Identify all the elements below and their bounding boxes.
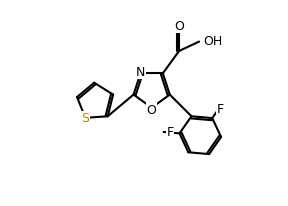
Text: O: O	[147, 103, 157, 116]
Text: N: N	[136, 66, 145, 79]
Text: F: F	[216, 102, 223, 115]
Text: S: S	[82, 112, 89, 125]
Text: O: O	[174, 20, 184, 33]
Text: OH: OH	[204, 34, 223, 47]
Text: F: F	[167, 125, 174, 138]
